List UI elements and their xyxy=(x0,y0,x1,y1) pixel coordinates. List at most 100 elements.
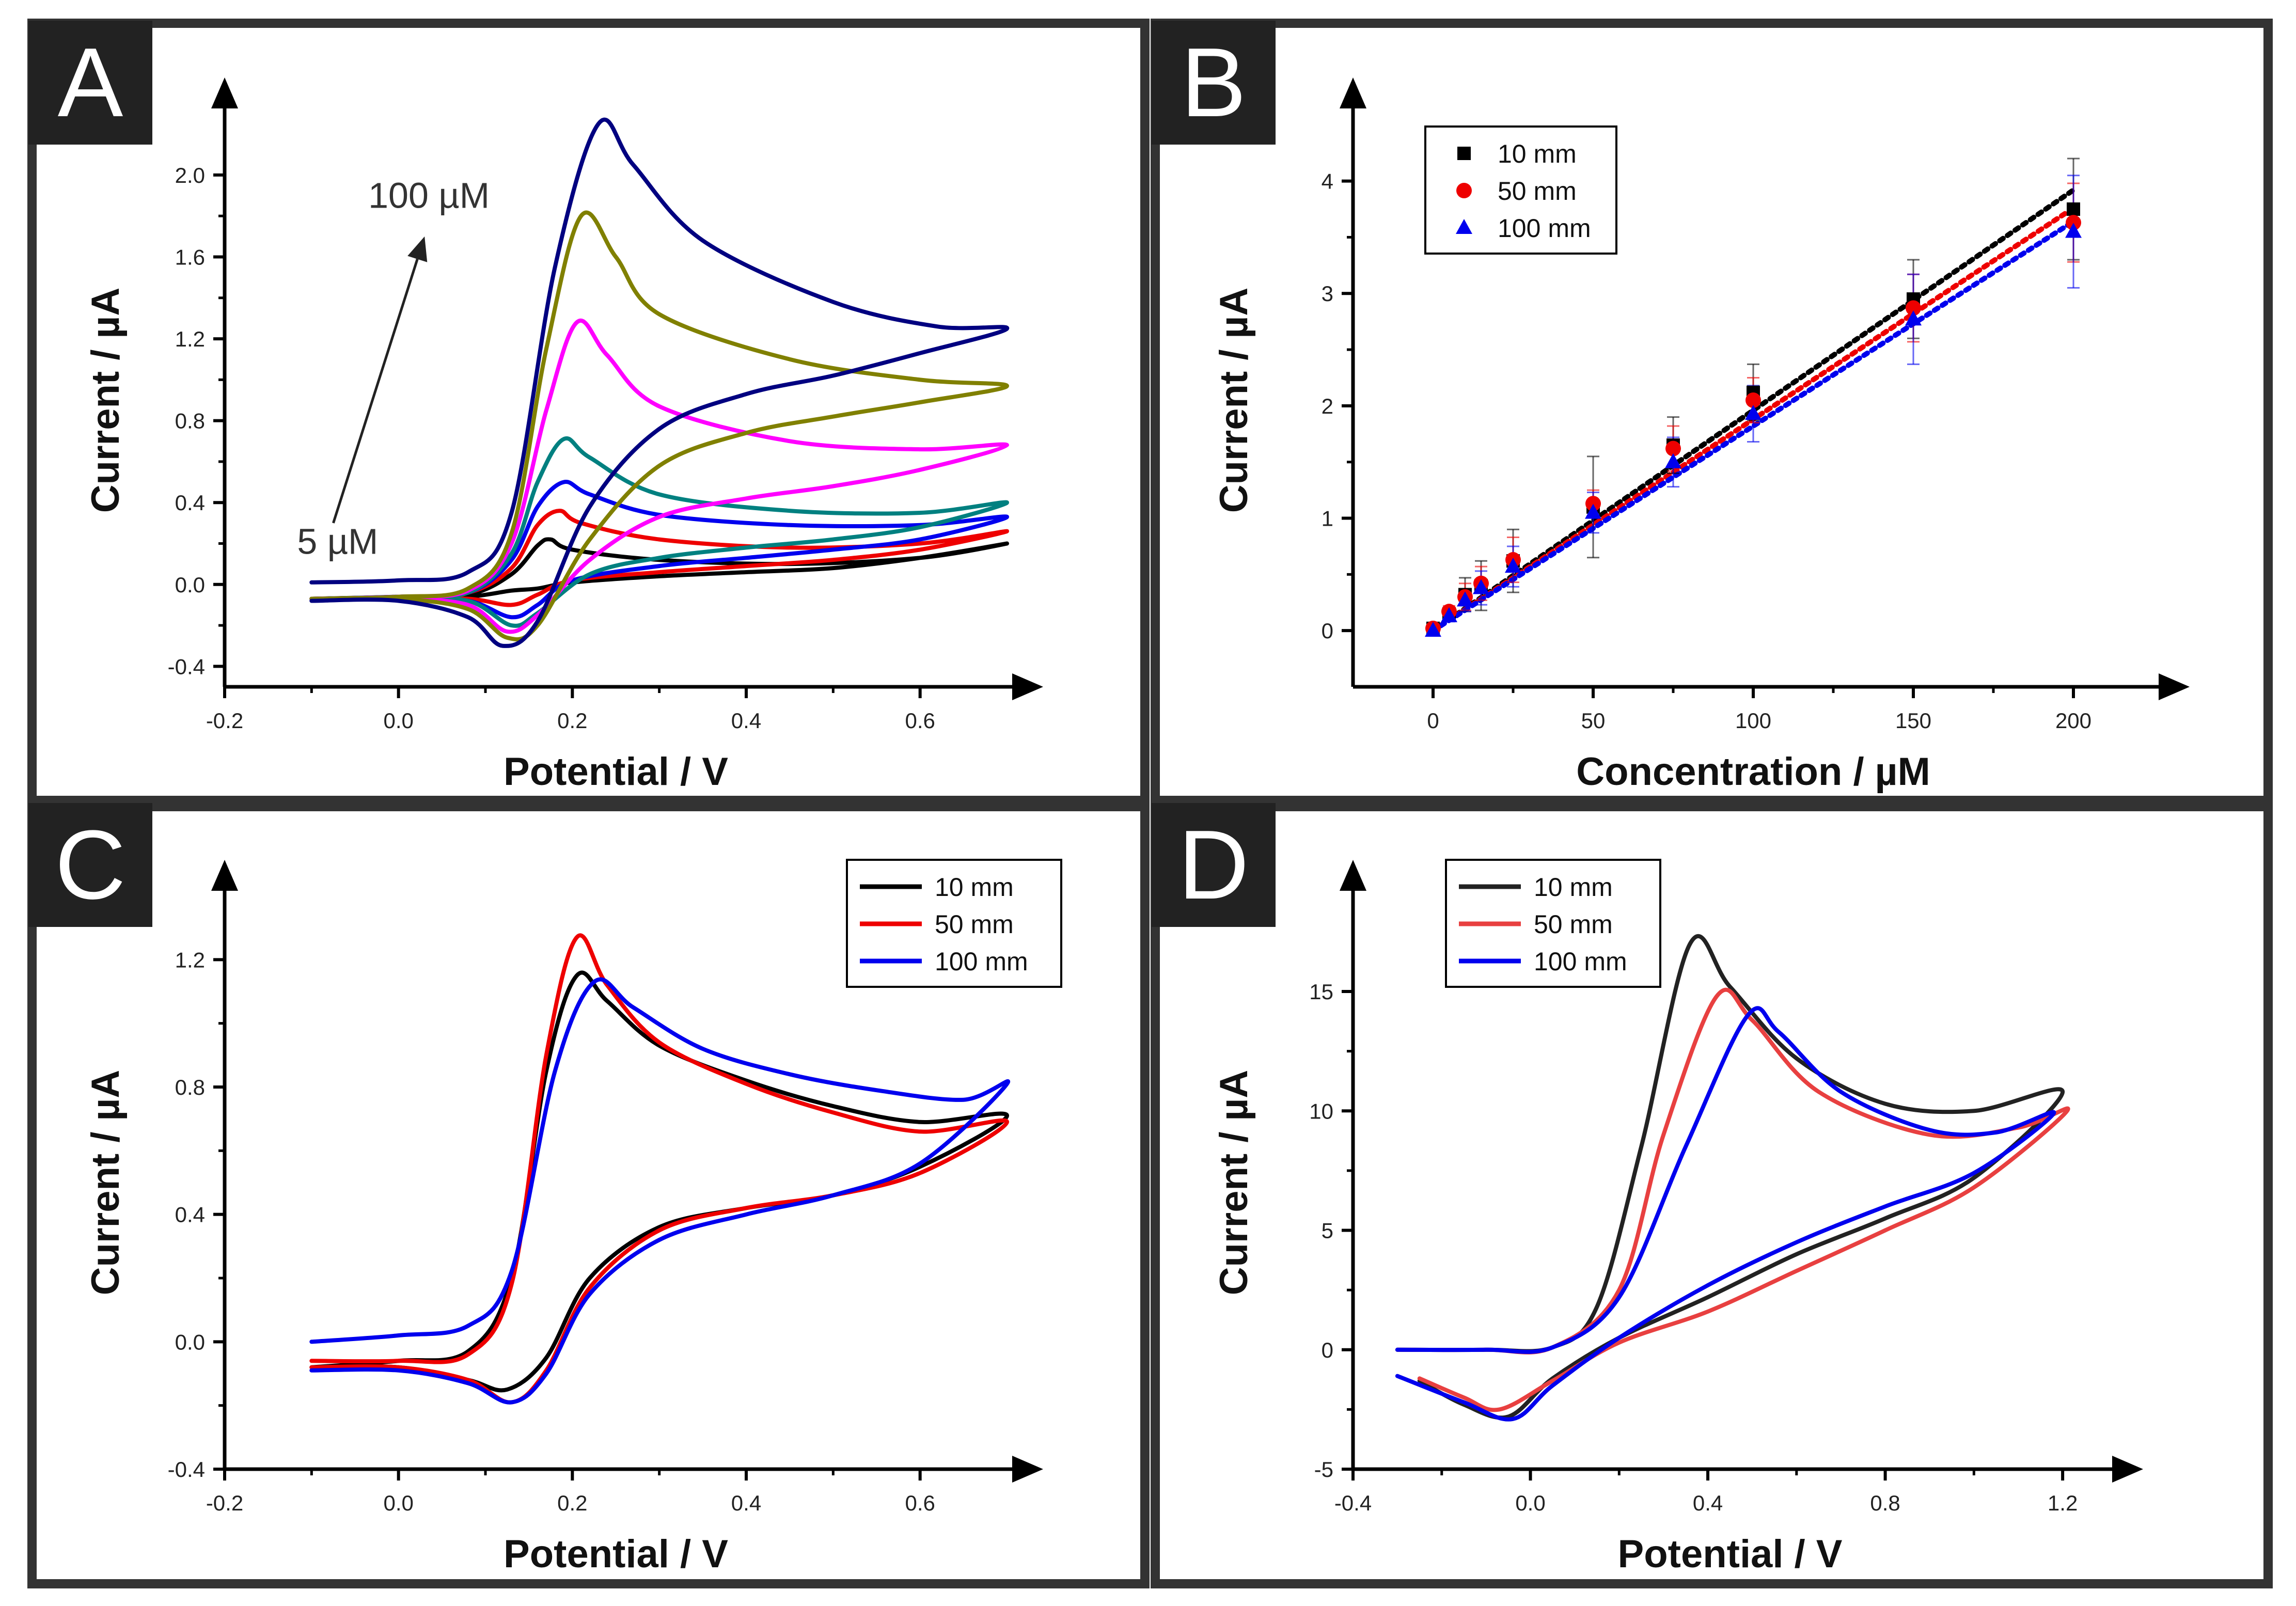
x-tick-label: 0.4 xyxy=(731,1491,761,1515)
legend-label: 10 mm xyxy=(935,873,1014,902)
legend-label: 100 mm xyxy=(1534,947,1627,976)
legend-label: 50 mm xyxy=(1498,177,1577,206)
panel-c-label-box xyxy=(28,803,152,927)
x-axis-label: Potential / V xyxy=(504,1532,728,1576)
x-axis-arrow xyxy=(2112,1456,2143,1483)
cv-curve xyxy=(309,480,1009,620)
legend-marker xyxy=(1456,219,1472,234)
x-tick-label: 100 xyxy=(1735,708,1771,733)
data-point xyxy=(2067,202,2080,216)
y-tick-label: -5 xyxy=(1314,1457,1333,1482)
data-point xyxy=(2066,215,2081,231)
legend-label: 10 mm xyxy=(1534,873,1613,902)
x-tick-label: -0.2 xyxy=(206,1491,243,1515)
x-tick-label: 200 xyxy=(2055,708,2091,733)
y-tick-label: -0.4 xyxy=(168,654,205,679)
legend-label: 10 mm xyxy=(1498,139,1577,168)
y-tick-label: 4 xyxy=(1322,169,1333,194)
y-axis-arrow xyxy=(211,77,238,108)
data-point xyxy=(1665,453,1681,468)
panel-c-frame xyxy=(27,802,1150,1588)
panel-b-label-box xyxy=(1152,21,1276,145)
y-axis-label: Current / µA xyxy=(84,1070,128,1295)
data-point xyxy=(1441,607,1457,622)
trend-arrow-head xyxy=(407,236,428,262)
annotation-label: 100 µM xyxy=(368,175,490,215)
x-tick-label: 0.6 xyxy=(905,708,935,733)
cv-curve xyxy=(309,977,1011,1405)
x-tick-label: 0.2 xyxy=(557,708,587,733)
chart-b: 0 50 100 150 200 0 1 2 3 4 Concentration / µM Curre… xyxy=(1212,77,2190,794)
data-point xyxy=(1585,503,1601,519)
y-tick-label: 15 xyxy=(1309,980,1333,1004)
data-point xyxy=(1665,440,1681,456)
y-tick-label: 1 xyxy=(1322,507,1333,531)
y-tick-label: 5 xyxy=(1322,1219,1333,1243)
legend-marker xyxy=(1457,147,1471,160)
cv-curve xyxy=(309,537,1009,601)
legend-label: 50 mm xyxy=(1534,910,1613,939)
panel-d-label-box xyxy=(1152,803,1276,927)
y-tick-label: 0 xyxy=(1322,619,1333,643)
x-axis-label: Concentration / µM xyxy=(1576,750,1930,794)
y-tick-label: 0.4 xyxy=(175,491,205,515)
chart-a: -0.2 0.0 0.2 0.4 0.6 -0.4 0.0 0.4 0.8 1.2 1.6 2.0 Po… xyxy=(84,77,1043,794)
x-tick-label: -0.2 xyxy=(206,708,243,733)
y-tick-label: 1.2 xyxy=(175,327,205,351)
y-tick-label: 0.8 xyxy=(175,409,205,433)
cv-curve xyxy=(309,319,1009,634)
panel-a-letter: A xyxy=(58,28,123,137)
chart-c: -0.2 0.0 0.2 0.4 0.6 -0.4 0.0 0.4 0.8 1.2 Potentia… xyxy=(84,859,1062,1576)
legend-label: 100 mm xyxy=(935,947,1028,976)
cv-curve xyxy=(1395,1006,2056,1422)
x-tick-label: 1.2 xyxy=(2048,1491,2078,1515)
x-tick-label: 50 xyxy=(1581,708,1606,733)
data-point xyxy=(2065,223,2082,238)
legend-label: 50 mm xyxy=(935,910,1014,939)
x-axis-arrow xyxy=(2159,673,2190,700)
x-tick-label: 0.8 xyxy=(1870,1491,1900,1515)
y-axis-label: Current / µA xyxy=(1212,1070,1256,1295)
trend-arrow xyxy=(332,258,419,524)
data-point xyxy=(1585,496,1601,512)
y-axis-arrow xyxy=(1340,77,1366,108)
x-axis-arrow xyxy=(1012,1456,1043,1483)
x-tick-label: 0.6 xyxy=(905,1491,935,1515)
data-point xyxy=(1906,300,1921,316)
x-axis-label: Potential / V xyxy=(1618,1532,1843,1576)
y-axis-label: Current / µA xyxy=(84,288,128,513)
panel-b-frame xyxy=(1151,19,2273,805)
panel-b-letter: B xyxy=(1181,28,1247,137)
y-tick-label: 0 xyxy=(1322,1338,1333,1362)
data-point xyxy=(1473,579,1489,594)
data-point xyxy=(1905,310,1922,326)
y-axis-arrow xyxy=(1340,860,1366,891)
panel-c-letter: C xyxy=(55,810,125,920)
legend-label: 100 mm xyxy=(1498,214,1591,243)
y-tick-label: 0.0 xyxy=(175,573,205,597)
y-tick-label: 0.4 xyxy=(175,1203,205,1227)
x-tick-label: 0.4 xyxy=(1693,1491,1723,1515)
cv-curve xyxy=(309,117,1010,648)
x-tick-label: 0 xyxy=(1427,708,1439,733)
y-tick-label: 2.0 xyxy=(175,163,205,187)
panel-d-letter: D xyxy=(1178,810,1249,920)
y-axis-arrow xyxy=(211,860,238,891)
y-tick-label: 2 xyxy=(1322,394,1333,418)
y-axis-label: Current / µA xyxy=(1212,288,1256,513)
y-tick-label: -0.4 xyxy=(168,1457,205,1482)
y-tick-label: 10 xyxy=(1309,1099,1333,1123)
data-point xyxy=(1745,392,1761,408)
x-tick-label: -0.4 xyxy=(1334,1491,1372,1515)
x-axis-label: Potential / V xyxy=(504,750,728,794)
x-axis-arrow xyxy=(1012,673,1043,700)
cv-curve xyxy=(309,210,1009,642)
annotation-label: 5 µM xyxy=(297,521,378,561)
y-tick-label: 3 xyxy=(1322,281,1333,306)
data-point xyxy=(1745,405,1762,420)
data-point xyxy=(1505,558,1521,573)
data-point xyxy=(1425,622,1441,637)
chart-d: -0.4 0.0 0.4 0.8 1.2 -5 0 5 10 15 Potential / V Cur… xyxy=(1212,859,2143,1576)
x-tick-label: 0.0 xyxy=(383,708,413,733)
cv-curve xyxy=(309,436,1009,628)
